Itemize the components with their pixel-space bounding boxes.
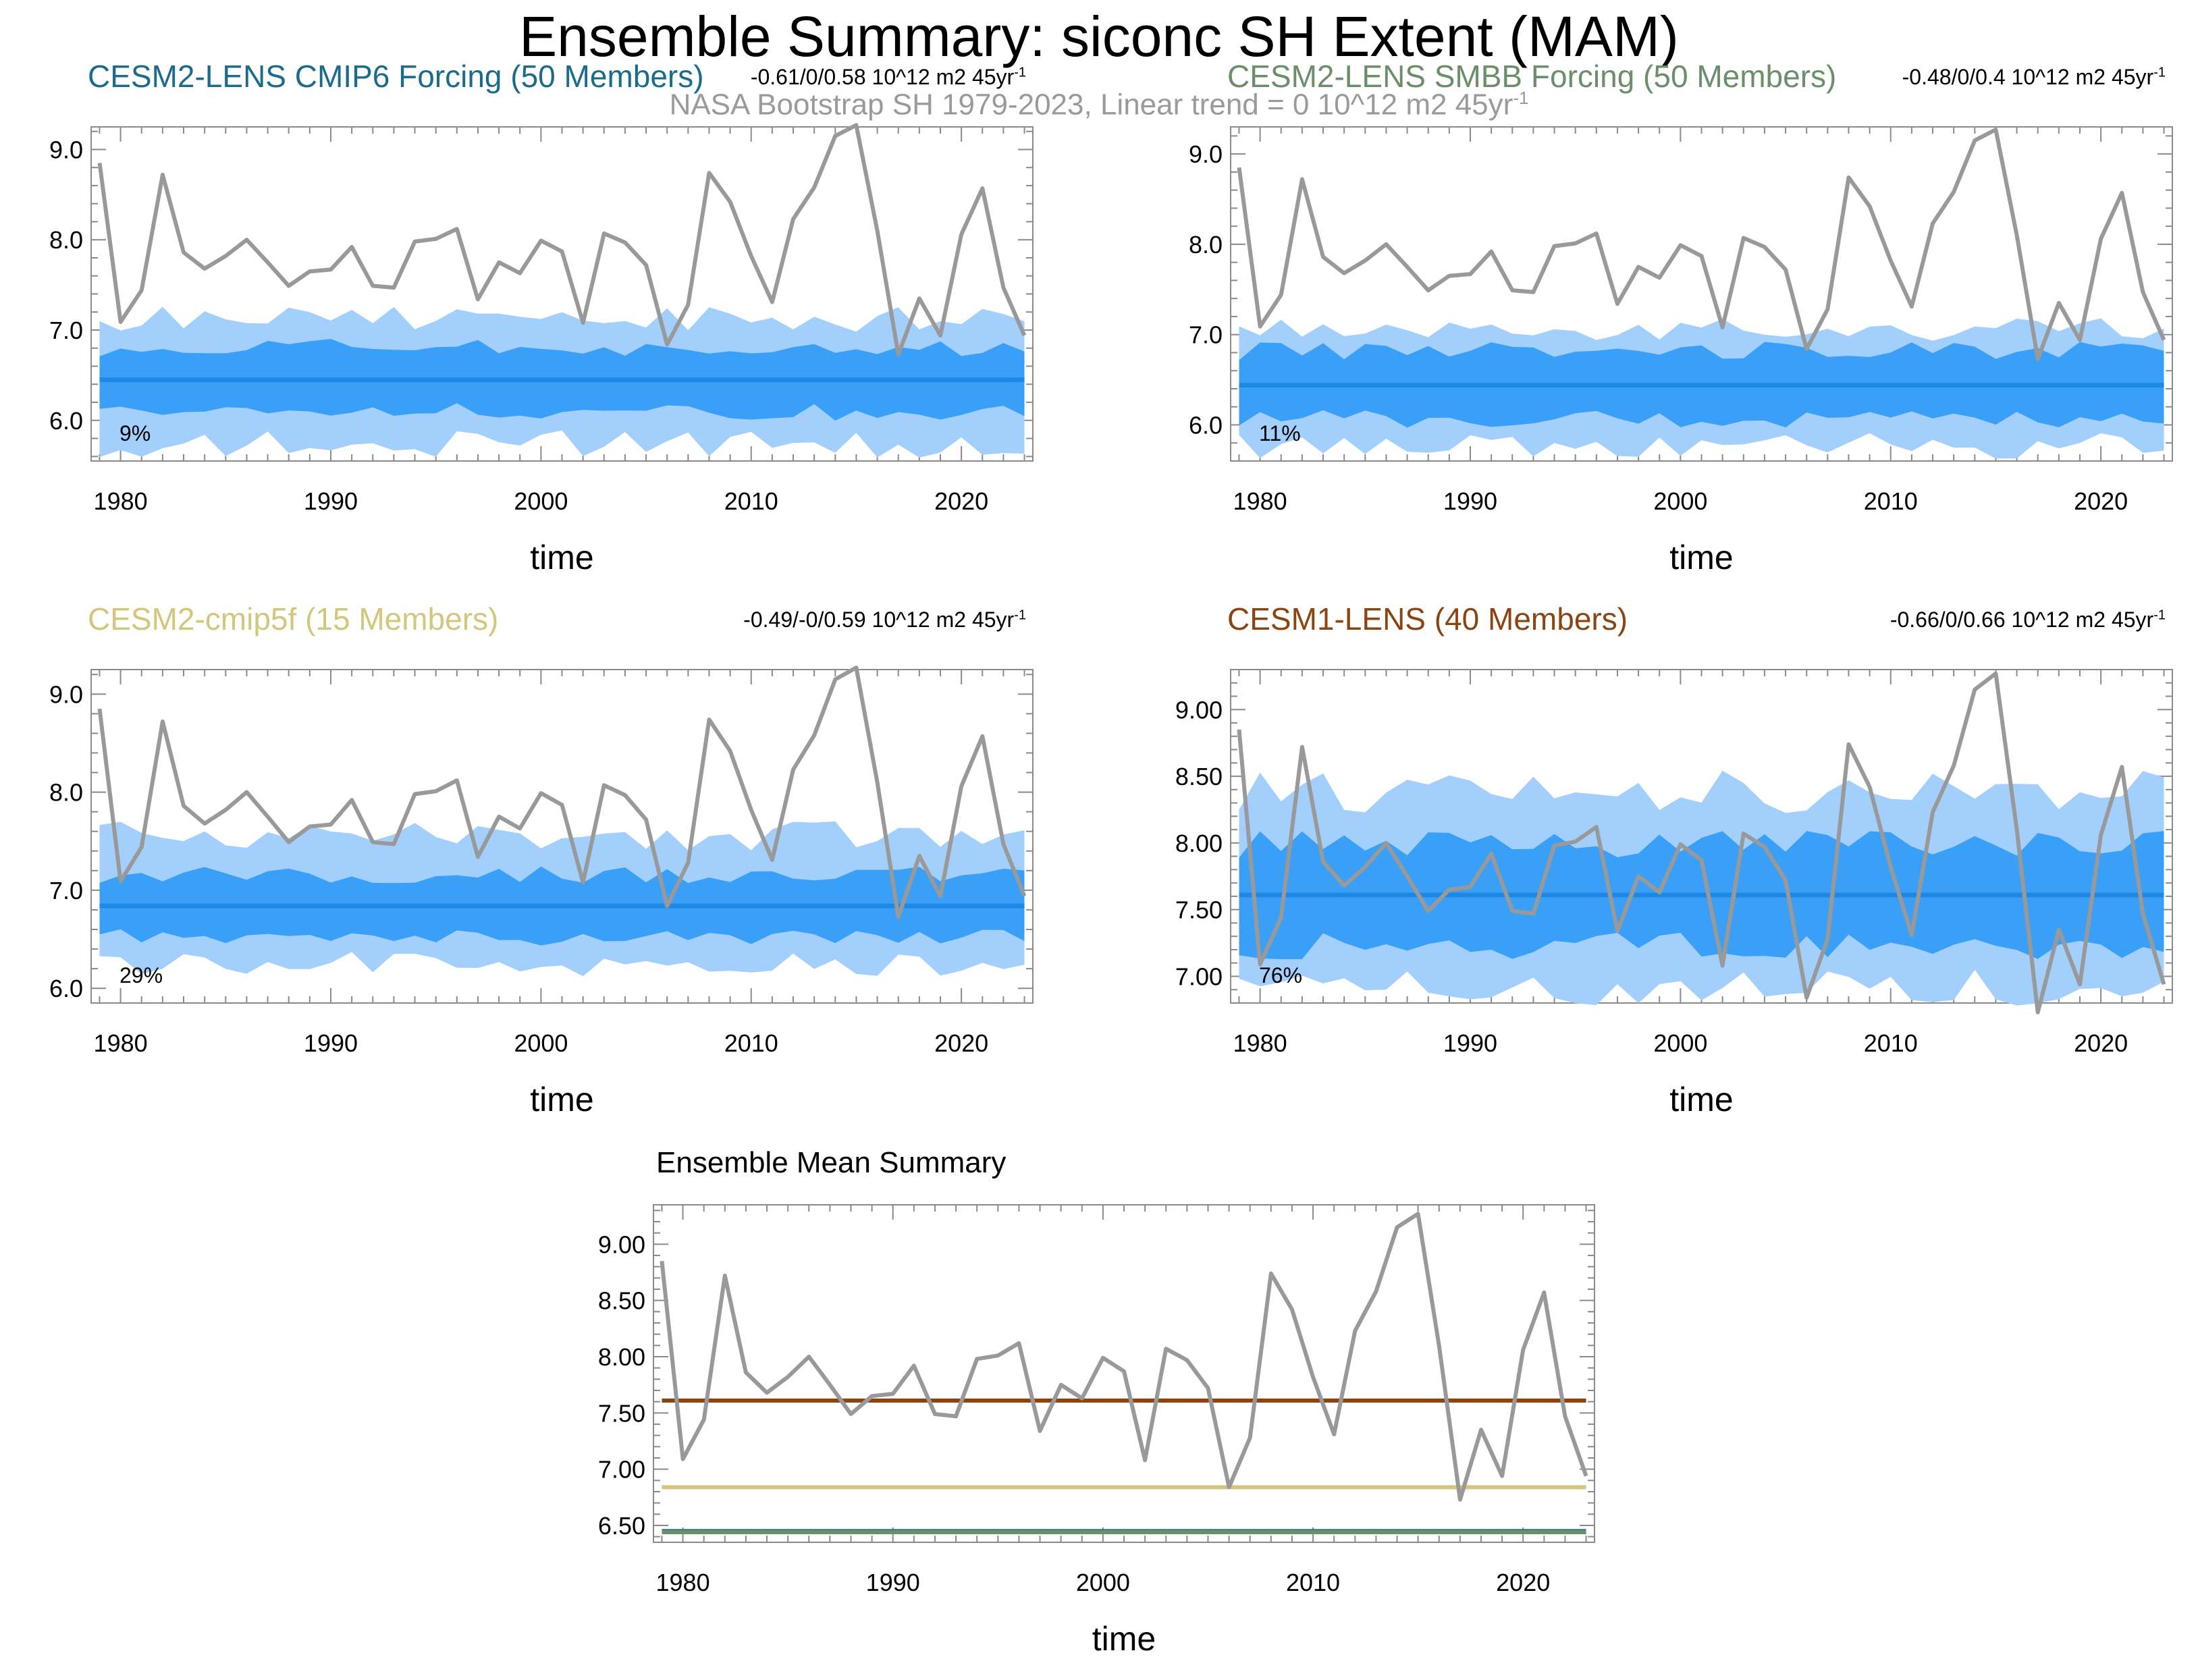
panel-trend-cesm2-cmip5f: -0.49/-0/0.59 10^12 m2 45yr-1 <box>743 607 1026 632</box>
panel-cesm2-cmip5f-observations-line <box>97 666 1027 919</box>
summary-title: Ensemble Mean Summary <box>656 1146 1007 1179</box>
panel-cesm1-lens-ytick-label: 8.00 <box>1175 830 1223 857</box>
panel-cesm2-cmip5f-xtick-label: 2020 <box>934 1029 988 1057</box>
panel-cesm2-lens-cmip6-xtick-label: 2000 <box>514 487 568 515</box>
panel-cesm1-lens-ytick-label: 8.50 <box>1175 763 1223 790</box>
panel-cesm2-lens-cmip6-ytick-label: 9.0 <box>49 136 83 163</box>
panel-cesm1-lens-xlabel: time <box>1669 1081 1733 1118</box>
panel-title-cesm1-lens: CESM1-LENS (40 Members) <box>1227 601 1628 636</box>
panel-trend-cesm1-lens: -0.66/0/0.66 10^12 m2 45yr-1 <box>1890 607 2166 632</box>
panel-cesm1-lens-ytick-label: 7.00 <box>1175 963 1223 990</box>
panel-cesm2-cmip5f-ytick-label: 6.0 <box>49 975 83 1002</box>
panel-trend-cesm2-lens-cmip6: -0.61/0/0.58 10^12 m2 45yr-1 <box>751 65 1026 90</box>
panel-cesm2-lens-cmip6-ytick-label: 6.0 <box>49 407 83 435</box>
panel-cesm2-cmip5f-xtick-label: 1990 <box>304 1029 358 1057</box>
panel-ensemble-mean-summary: 1980 1990 2000 2010 2020 6.50 7.00 7.50 8.00 8.50… <box>598 1204 1595 1658</box>
summary-observations-line <box>660 1212 1588 1502</box>
panel-cesm1-lens-ytick-label: 7.50 <box>1175 896 1223 924</box>
summary-xtick-label: 2020 <box>1496 1569 1550 1596</box>
observations-caption-superscript: -1 <box>1513 88 1529 108</box>
panel-cesm2-lens-smbb-ytick-label: 6.0 <box>1189 411 1223 439</box>
panel-cesm2-lens-smbb-xtick-label: 1980 <box>1233 487 1287 515</box>
summary-ytick-label: 7.50 <box>598 1399 645 1427</box>
panel-cesm1-lens-xtick-label: 1980 <box>1233 1029 1287 1057</box>
panel-cesm2-cmip5f-xtick-label: 2000 <box>514 1029 568 1057</box>
summary-ytick-label: 8.00 <box>598 1343 645 1371</box>
trend-text: -0.49/-0/0.59 10^12 m2 45yr <box>743 607 1015 632</box>
trend-superscript: -1 <box>2153 607 2166 623</box>
trend-superscript: -1 <box>1014 607 1026 623</box>
observations-caption-text: NASA Bootstrap SH 1979-2023, Linear tren… <box>669 88 1513 121</box>
panel-cesm2-lens-smbb-ytick-label: 9.0 <box>1189 140 1223 168</box>
panel-cesm2-lens-smbb-xtick-label: 2020 <box>2074 487 2128 515</box>
panel-cesm2-lens-cmip6-xlabel: time <box>530 539 593 576</box>
trend-text: -0.61/0/0.58 10^12 m2 45yr <box>750 65 1015 89</box>
panel-cesm2-lens-cmip6-ytick-label: 8.0 <box>49 226 83 254</box>
panel-cesm2-cmip5f-xtick-label: 1980 <box>94 1029 148 1057</box>
panel-cesm2-lens-cmip6-xtick-label: 1990 <box>304 487 358 515</box>
panel-cesm2-lens-smbb-xlabel: time <box>1669 539 1733 576</box>
summary-ytick-label: 6.50 <box>598 1512 645 1540</box>
panel-cesm2-cmip5f-xtick-label: 2010 <box>724 1029 778 1057</box>
observations-caption: NASA Bootstrap SH 1979-2023, Linear tren… <box>0 88 2198 122</box>
summary-xtick-label: 2010 <box>1286 1569 1340 1596</box>
summary-xtick-label: 1990 <box>866 1569 920 1596</box>
summary-xlabel: time <box>1092 1620 1156 1658</box>
summary-xtick-label: 2000 <box>1076 1569 1130 1596</box>
panel-cesm2-lens-smbb-ytick-label: 7.0 <box>1189 321 1223 349</box>
panel-cesm2-cmip5f-ytick-label: 8.0 <box>49 779 83 807</box>
panel-cesm2-lens-smbb-percent-label: 11% <box>1259 421 1301 445</box>
panel-cesm1-lens-ytick-label: 9.00 <box>1175 696 1223 724</box>
panel-cesm2-lens-smbb: 1980 1990 2000 2010 2020 6.0 7.0 8.0 9.0 time 11% <box>1189 126 2173 576</box>
panel-trend-cesm2-lens-smbb: -0.48/0/0.4 10^12 m2 45yr-1 <box>1902 65 2166 90</box>
panel-title-cesm2-lens-smbb: CESM2-LENS SMBB Forcing (50 Members) <box>1227 59 1837 94</box>
panel-cesm1-lens-xtick-label: 2010 <box>1864 1029 1918 1057</box>
panel-cesm2-lens-smbb-xtick-label: 2000 <box>1653 487 1707 515</box>
panel-cesm2-cmip5f-xlabel: time <box>530 1081 593 1118</box>
panel-cesm1-lens-xtick-label: 1990 <box>1443 1029 1497 1057</box>
trend-text: -0.66/0/0.66 10^12 m2 45yr <box>1889 607 2154 632</box>
panel-cesm2-cmip5f-percent-label: 29% <box>119 963 163 987</box>
panel-cesm1-lens-xtick-label: 2020 <box>2074 1029 2128 1057</box>
panel-cesm2-lens-cmip6-xtick-label: 2020 <box>934 487 988 515</box>
panel-cesm2-lens-cmip6-observations-line <box>97 123 1027 357</box>
panel-cesm2-cmip5f-ytick-label: 9.0 <box>49 680 83 708</box>
panel-cesm2-lens-cmip6-xtick-label: 2010 <box>724 487 778 515</box>
panel-cesm2-lens-cmip6-ytick-label: 7.0 <box>49 317 83 344</box>
panel-cesm2-lens-cmip6-percent-label: 9% <box>119 421 151 445</box>
panel-cesm2-lens-smbb-xtick-label: 2010 <box>1864 487 1918 515</box>
panel-cesm2-cmip5f-ytick-label: 7.0 <box>49 877 83 904</box>
trend-superscript: -1 <box>2153 65 2166 80</box>
panel-cesm1-lens-observations-line <box>1237 671 2166 1014</box>
panel-cesm1-lens: 1980 1990 2000 2010 2020 7.00 7.50 8.00 8.50 9.00… <box>1175 669 2173 1118</box>
summary-ytick-label: 9.00 <box>598 1230 645 1258</box>
summary-xtick-label: 1980 <box>656 1569 710 1596</box>
summary-ytick-label: 8.50 <box>598 1287 645 1315</box>
panel-cesm2-cmip5f: 1980 1990 2000 2010 2020 6.0 7.0 8.0 9.0 time 29% <box>49 666 1034 1118</box>
figure-title: Ensemble Summary: siconc SH Extent (MAM) <box>519 5 1679 68</box>
panel-cesm2-lens-smbb-xtick-label: 1990 <box>1443 487 1497 515</box>
panel-cesm2-lens-cmip6: 1980 1990 2000 2010 2020 6.0 7.0 8.0 9.0 time 9% <box>49 123 1034 576</box>
trend-text: -0.48/0/0.4 10^12 m2 45yr <box>1902 65 2154 89</box>
panel-cesm2-lens-smbb-observations-line <box>1237 128 2166 361</box>
panel-title-cesm2-lens-cmip6: CESM2-LENS CMIP6 Forcing (50 Members) <box>88 59 704 94</box>
trend-superscript: -1 <box>1014 65 1026 80</box>
panel-cesm1-lens-xtick-label: 2000 <box>1653 1029 1707 1057</box>
summary-ytick-label: 7.00 <box>598 1456 645 1484</box>
panel-cesm2-lens-smbb-ytick-label: 8.0 <box>1189 231 1223 259</box>
panel-cesm1-lens-percent-label: 76% <box>1259 963 1302 987</box>
panel-title-cesm2-cmip5f: CESM2-cmip5f (15 Members) <box>88 601 499 636</box>
panel-cesm2-lens-cmip6-xtick-label: 1980 <box>94 487 148 515</box>
